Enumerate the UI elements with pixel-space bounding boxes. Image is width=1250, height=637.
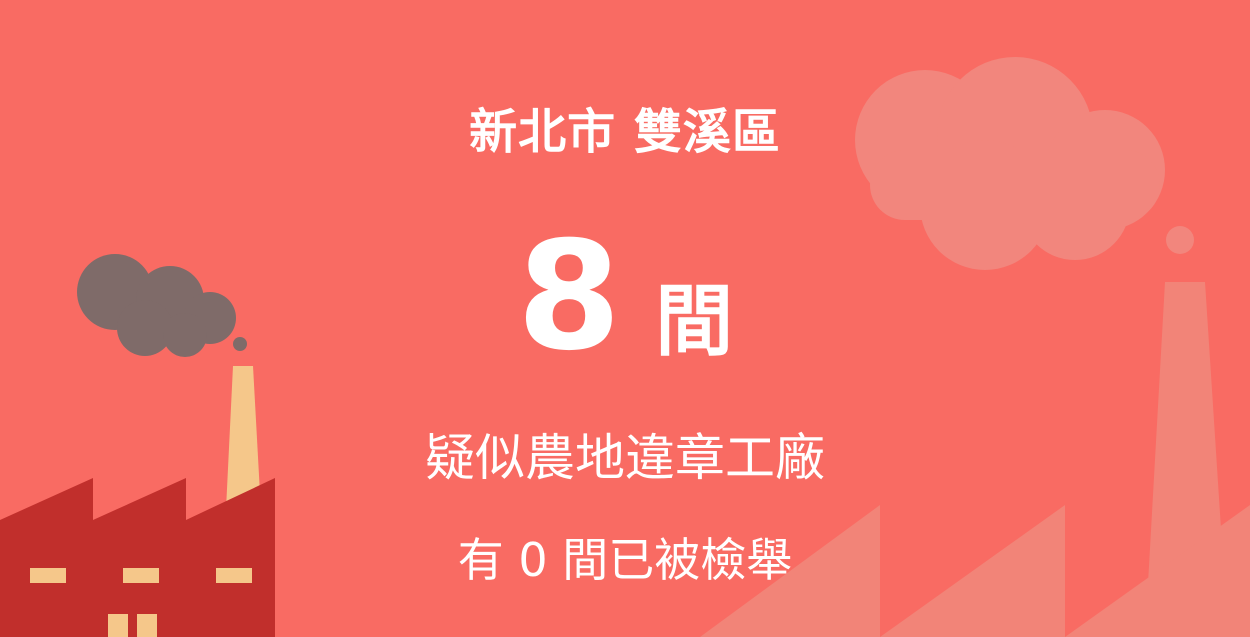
smoke-cloud-icon bbox=[77, 254, 247, 357]
factory-count: 8 間 bbox=[0, 222, 1250, 372]
count-unit: 間 bbox=[655, 277, 734, 367]
location-title: 新北市 雙溪區 bbox=[469, 104, 781, 160]
reported-status-text: 有 0 間已被檢舉 bbox=[457, 533, 793, 587]
description-text: 疑似農地違章工廠 bbox=[425, 429, 825, 487]
factory-window bbox=[216, 568, 252, 583]
factory-door bbox=[137, 614, 157, 637]
count-number: 8 bbox=[516, 210, 622, 384]
factory-icon bbox=[700, 282, 1250, 637]
factory-icon bbox=[0, 478, 275, 637]
factory-window bbox=[30, 568, 66, 583]
cloud-icon bbox=[855, 57, 1194, 270]
factory-window bbox=[123, 568, 159, 583]
factory-door bbox=[108, 614, 128, 637]
